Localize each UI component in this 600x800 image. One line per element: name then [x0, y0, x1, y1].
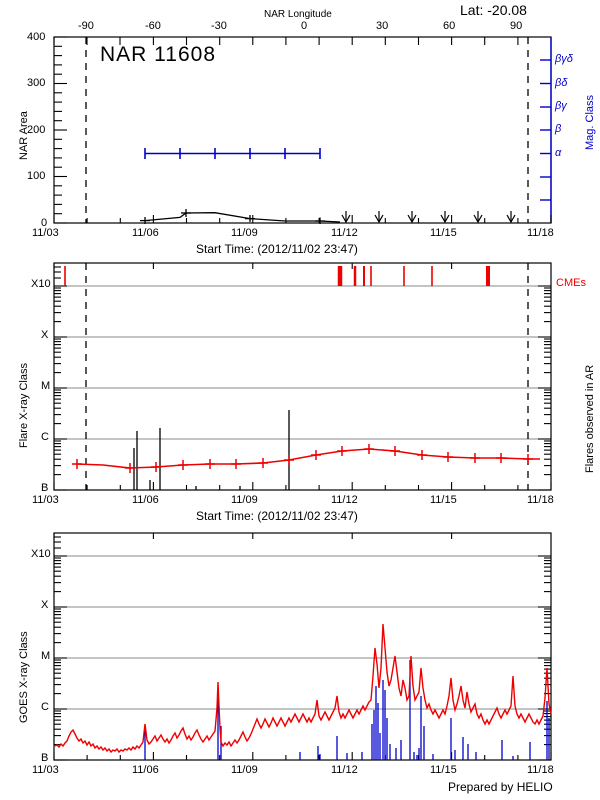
panel1-ytick-300: 300 — [27, 77, 46, 89]
mag-class-label-bg: βγ — [555, 100, 567, 112]
panel1-ytick-400: 400 — [27, 31, 46, 43]
panel2-ytick-x10: X10 — [31, 278, 51, 290]
top-xtick--60: -60 — [145, 20, 161, 32]
panel1-ytick-200: 200 — [27, 124, 46, 136]
panel2-cme-markers — [64, 266, 490, 286]
panel3-ytick-b: B — [41, 752, 49, 764]
panel2-y-axis-title: Flare X-ray Class — [18, 363, 30, 448]
panel3-xtick-0: 11/03 — [32, 764, 59, 776]
panel3-xtick-3: 11/12 — [331, 764, 358, 776]
panel3-xtick-4: 11/15 — [430, 764, 457, 776]
mag-class-label-bgd: βγδ — [555, 53, 573, 65]
top-xtick-90: 90 — [510, 20, 523, 32]
panel2-xtick-2: 11/09 — [231, 494, 258, 506]
panel1-area-series — [140, 209, 341, 224]
panel1-ytick-0: 0 — [41, 217, 48, 229]
panel2-right-axis-title: Flares observed in AR — [584, 364, 596, 473]
panel1-title: NAR 11608 — [100, 43, 217, 66]
panel1-limb-lines — [85, 37, 529, 223]
panel1-xtick-2: 11/09 — [231, 227, 258, 239]
panel3-gridlines — [54, 555, 551, 710]
panel3-ytick-c: C — [41, 701, 49, 713]
top-xtick--90: -90 — [78, 20, 94, 32]
panel2-xtick-0: 11/03 — [32, 494, 59, 506]
panel1-xtick-1: 11/06 — [132, 227, 159, 239]
panel1-ytick-100: 100 — [27, 170, 46, 182]
panel2-x-axis-title: Start Time: (2012/11/02 23:47) — [196, 509, 358, 523]
panel2-xtick-4: 11/15 — [430, 494, 457, 506]
panel1-x-axis-title: Start Time: (2012/11/02 23:47) — [196, 242, 358, 256]
panel1-x-ticks-bottom — [53, 215, 552, 223]
panel1-x-ticks-top — [53, 37, 519, 45]
panel2-xtick-5: 11/18 — [527, 494, 554, 506]
panel2-xtick-1: 11/06 — [132, 494, 159, 506]
panel2-ytick-b: B — [41, 482, 49, 494]
panel2-flare-lines — [133, 410, 290, 490]
panel2-cme-row-label: CMEs — [556, 277, 586, 289]
panel3-goes-long-channel — [54, 623, 552, 754]
panel3-frame — [53, 532, 552, 761]
panel2-xtick-3: 11/12 — [331, 494, 358, 506]
top-xtick-30: 30 — [376, 20, 389, 32]
panel1-xtick-4: 11/15 — [430, 227, 457, 239]
panel1-y-ticks — [54, 36, 67, 224]
panel3-ytick-x: X — [41, 599, 49, 611]
panel1-upper-limit-arrows — [341, 211, 516, 224]
credit-label: Prepared by HELIO — [448, 780, 553, 794]
panel1-mag-class-ticks — [540, 59, 551, 201]
panel2-y-ticks-right — [538, 285, 551, 491]
mag-class-label-b: β — [555, 123, 562, 135]
panel1-xtick-0: 11/03 — [32, 227, 59, 239]
panel2-y-ticks — [54, 266, 67, 491]
panel2-frame — [53, 262, 552, 491]
mag-class-label-a: α — [555, 147, 562, 159]
panel3-x-ticks — [53, 533, 552, 760]
panel-goes-canvas — [53, 532, 552, 761]
panel2-ytick-x: X — [41, 329, 49, 341]
panel2-mean-series — [72, 444, 540, 473]
panel1-xtick-3: 11/12 — [331, 227, 358, 239]
panel1-y-axis-title: NAR Area — [18, 111, 30, 160]
top-axis-title: NAR Longitude — [264, 9, 332, 20]
panel2-x-ticks — [53, 263, 552, 490]
panel3-y-axis-title: GOES X-ray Class — [18, 631, 30, 723]
panel3-ytick-m: M — [41, 650, 51, 662]
panel3-xtick-5: 11/18 — [527, 764, 554, 776]
top-xtick-60: 60 — [443, 20, 456, 32]
top-xtick-0: 0 — [301, 20, 308, 32]
panel2-ytick-m: M — [41, 380, 51, 392]
panel3-y-ticks — [54, 536, 67, 761]
mag-class-label-bd: βδ — [555, 77, 568, 89]
top-xtick--30: -30 — [211, 20, 227, 32]
panel3-goes-short-channel — [144, 660, 550, 760]
panel-nar-area-canvas — [53, 36, 552, 224]
panel-flare-canvas — [53, 262, 552, 491]
latitude-label: Lat: -20.08 — [460, 2, 527, 18]
panel2-gridlines — [54, 285, 551, 440]
panel3-xtick-2: 11/09 — [231, 764, 258, 776]
panel2-ytick-c: C — [41, 431, 49, 443]
panel1-xtick-5: 11/18 — [527, 227, 554, 239]
panel1-mag-class-series — [144, 148, 321, 159]
panel1-right-axis-title: Mag. Class — [584, 94, 596, 150]
panel3-xtick-1: 11/06 — [132, 764, 159, 776]
panel3-ytick-x10: X10 — [31, 548, 51, 560]
